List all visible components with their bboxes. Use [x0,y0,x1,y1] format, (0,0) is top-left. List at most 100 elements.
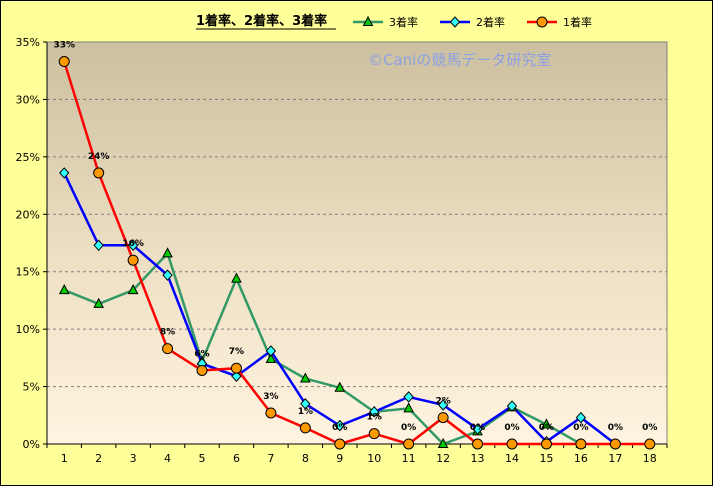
x-tick-label: 17 [608,452,622,465]
data-label: 2% [435,397,450,407]
data-label: 0% [573,423,588,433]
x-tick-label: 11 [402,452,416,465]
data-label: 24% [88,152,110,162]
data-point-1 [265,345,277,357]
plot-area [46,41,668,445]
data-point-2 [368,428,380,440]
x-tick-label: 2 [95,452,102,465]
data-point-1 [59,167,70,179]
legend: 3着率 2着率 1着率 [353,15,592,29]
x-tick-label: 1 [61,452,68,465]
data-label: 0% [504,423,519,433]
data-point-0 [334,381,346,392]
data-point-2 [230,362,242,374]
data-label: 0% [470,423,485,433]
data-point-2 [472,438,484,450]
x-tick-label: 7 [267,452,274,465]
data-point-1 [403,391,414,403]
data-point-2 [403,438,415,450]
data-point-2 [575,438,587,450]
y-tick-label: 25% [16,151,40,164]
data-point-1 [437,399,449,411]
y-tick-label: 5% [23,381,40,394]
y-tick-label: 15% [16,266,40,279]
data-label: 0% [539,423,554,433]
y-tick-label: 35% [16,36,40,49]
data-point-0 [265,352,277,364]
y-tick-label: 20% [16,208,40,221]
x-tick-label: 8 [302,452,309,465]
data-point-1 [472,423,483,435]
data-label: 1% [298,407,313,417]
x-tick-label: 14 [505,452,519,465]
series-line-2 [63,61,650,446]
data-label: 33% [53,41,75,51]
data-point-0 [93,297,104,308]
data-point-0 [300,372,311,383]
legend-label: 1着率 [563,15,592,29]
data-point-1 [334,419,345,432]
data-point-2 [644,438,656,450]
x-tick-label: 6 [233,452,240,465]
data-point-0 [127,284,139,295]
data-label: 8% [160,328,175,338]
series-markers [58,56,656,450]
data-point-1 [93,239,104,252]
x-tick-label: 5 [199,452,206,465]
x-axis: 1 2 3 4 5 6 7 8 9 10 11 12 13 14 15 16 17 18 [46,443,668,465]
x-tick-label: 13 [471,452,485,465]
data-point-0 [437,437,449,448]
data-point-2 [196,364,208,376]
data-point-2 [93,167,105,179]
data-point-2 [609,438,621,450]
data-point-1 [369,406,380,418]
data-point-2 [540,438,552,450]
data-label: 0% [642,423,657,433]
data-point-2 [162,343,174,355]
y-tick-label: 30% [16,93,40,106]
data-point-1 [162,269,173,281]
data-point-0 [403,402,414,413]
x-tick-label: 18 [643,452,657,465]
data-point-2 [265,407,277,419]
data-label: 6% [194,349,209,359]
data-point-1 [575,411,587,424]
legend-marker [449,16,461,28]
data-point-1 [300,398,311,410]
data-labels: 33% 24% 16% 8% 6% 7% 3% 1% 0% 1% 0% 2% 0% 0% 0% 0% 0% 0% [53,41,657,433]
x-tick-label: 4 [164,452,171,465]
watermark: ©Caniの競馬データ研究室 [368,51,551,69]
data-point-1 [127,239,139,252]
data-label: 7% [229,347,244,357]
series-line-0 [63,250,582,446]
data-point-1 [231,370,242,382]
data-label: 16% [122,239,144,249]
legend-marker [362,15,374,26]
legend-marker [536,16,548,28]
y-axis: 0% 5% 10% 15% 20% 25% 30% 35% [16,36,48,451]
data-point-0 [58,284,70,295]
y-tick-label: 0% [23,438,40,451]
y-tick-label: 10% [16,323,40,336]
data-point-2 [299,422,311,434]
data-point-0 [162,247,173,258]
data-label: 3% [263,392,278,402]
data-label: 0% [332,423,347,433]
legend-label: 3着率 [389,15,418,29]
data-point-2 [437,412,449,424]
data-point-2 [58,56,70,68]
data-point-1 [506,400,518,412]
data-point-2 [334,438,346,450]
x-tick-label: 16 [574,452,588,465]
legend-label: 2着率 [476,15,505,29]
data-label: 1% [367,413,382,423]
data-point-0 [231,272,242,283]
x-tick-label: 10 [367,452,381,465]
x-tick-label: 3 [130,452,137,465]
data-label: 0% [401,423,416,433]
data-point-2 [506,438,518,450]
data-point-2 [127,254,139,266]
data-point-0 [541,418,552,429]
data-label: 0% [608,423,623,433]
